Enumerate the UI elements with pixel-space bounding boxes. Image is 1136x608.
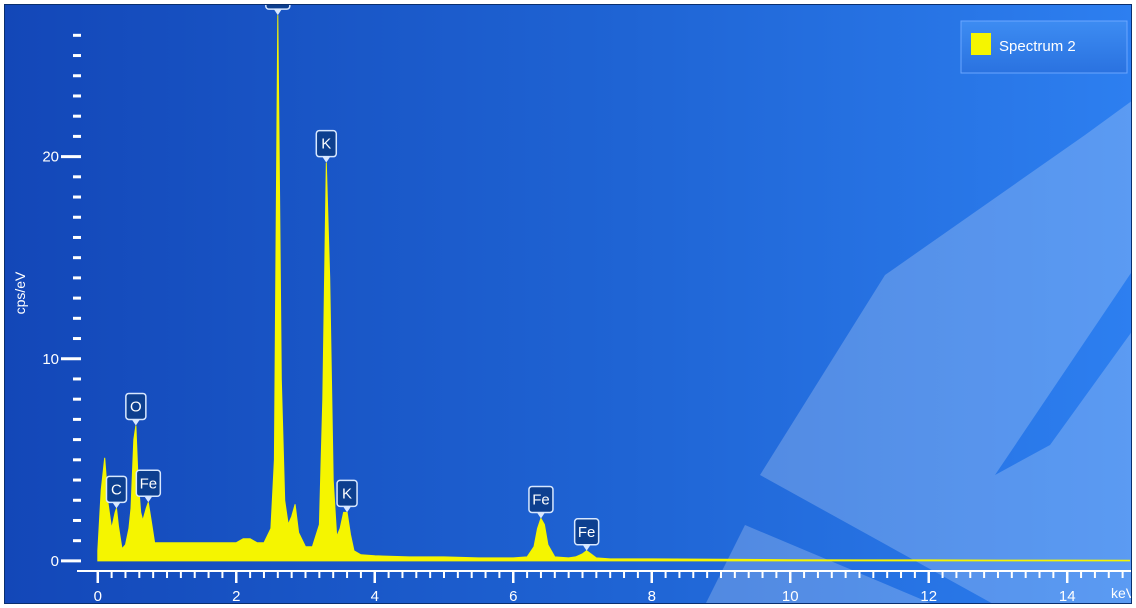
y-tick-label: 20 <box>42 149 59 166</box>
peak-label-text: Fe <box>578 524 596 541</box>
plot-background <box>5 5 1131 603</box>
peak-labels: C O Fe Cl K K Fe Fe <box>105 5 600 551</box>
peak-label-fe: Fe <box>573 518 600 551</box>
x-tick-label: 4 <box>371 588 379 604</box>
legend-label-spectrum-2: Spectrum 2 <box>999 38 1076 55</box>
legend-swatch-spectrum-2 <box>971 33 991 55</box>
peak-label-box <box>265 5 291 10</box>
x-tick-label: 10 <box>782 588 799 604</box>
spectrum-area-0 <box>97 15 1130 562</box>
peak-label-pointer <box>144 496 153 503</box>
x-tick-label: 0 <box>94 588 102 604</box>
x-tick-label: 14 <box>1059 588 1076 604</box>
peak-label-fe: Fe <box>135 469 162 503</box>
eds-spectrum-chart: 0 2 4 6 8 10 12 14 0 10 20 C O Fe Cl K K Fe Fe cps/eV keV… <box>5 5 1132 604</box>
peak-label-text: C <box>111 481 122 498</box>
x-axis-title: keV <box>1111 585 1132 601</box>
peak-label-pointer <box>343 506 352 513</box>
y-axis-title: cps/eV <box>12 271 28 314</box>
watermark <box>706 101 1131 603</box>
axes: 0 2 4 6 8 10 12 14 0 10 20 <box>42 33 1131 604</box>
peak-label-pointer <box>131 419 140 426</box>
peak-label-text: Fe <box>140 475 158 492</box>
legend: Spectrum 2 <box>960 20 1128 74</box>
x-tick-label: 6 <box>509 588 517 604</box>
y-tick-label: 10 <box>42 351 59 368</box>
x-tick-label: 8 <box>648 588 656 604</box>
peak-label-text: K <box>321 136 331 153</box>
y-tick-label: 0 <box>51 553 59 570</box>
peak-label-k: K <box>336 479 358 513</box>
peak-label-k: K <box>315 129 338 163</box>
peak-label-pointer <box>322 156 331 163</box>
peak-label-pointer <box>536 512 545 519</box>
x-tick-label: 12 <box>920 588 937 604</box>
peak-label-o: O <box>125 392 147 426</box>
x-tick-label: 2 <box>232 588 240 604</box>
peak-label-text: Fe <box>532 491 550 508</box>
peak-label-fe: Fe <box>528 485 554 519</box>
peak-label-c: C <box>105 475 128 509</box>
peak-label-cl: Cl <box>265 5 291 16</box>
peak-label-box <box>315 129 338 158</box>
spectrum-series <box>97 15 1130 562</box>
spectrum-chart-frame: 0 2 4 6 8 10 12 14 0 10 20 C O Fe Cl K K Fe Fe cps/eV keV… <box>4 4 1132 604</box>
peak-label-pointer <box>112 502 121 509</box>
peak-label-text: K <box>342 485 352 502</box>
peak-label-text: O <box>130 398 142 415</box>
peak-label-pointer <box>582 544 591 551</box>
peak-label-pointer <box>273 9 282 16</box>
